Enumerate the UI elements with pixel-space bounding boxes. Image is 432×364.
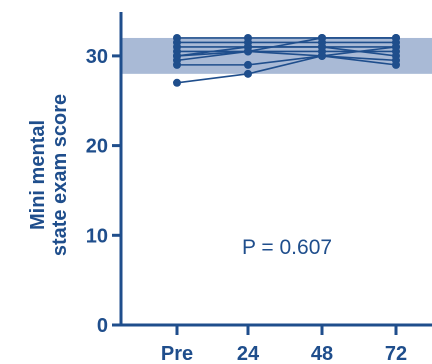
data-point — [173, 51, 181, 60]
y-tick-label: 0 — [97, 315, 108, 337]
data-point — [244, 60, 252, 69]
data-point — [173, 60, 181, 69]
series-line — [176, 46, 397, 84]
series-line — [176, 50, 397, 62]
x-ticks: Pre 24 48 72 — [161, 325, 407, 364]
data-point — [318, 33, 326, 42]
y-ticks: 0 10 20 30 — [86, 46, 121, 337]
data-point — [173, 78, 181, 87]
x-tick-label: 48 — [311, 343, 333, 364]
y-tick-label: 20 — [86, 136, 108, 158]
y-axis-label-line-2: state exam score — [49, 94, 71, 256]
x-tick-label: 24 — [237, 343, 260, 364]
reference-band — [121, 37, 432, 74]
data-point — [244, 47, 252, 56]
y-tick-label: 10 — [86, 225, 108, 247]
series-line — [177, 55, 397, 66]
series-layer — [173, 33, 400, 87]
p-value-annotation: P = 0.607 — [242, 236, 332, 259]
series-9 — [173, 33, 400, 60]
data-point — [244, 69, 252, 78]
y-axis-label-line-1: Mini mental — [27, 120, 49, 230]
y-tick-label: 30 — [86, 46, 108, 68]
data-point — [392, 33, 400, 42]
series-8 — [173, 42, 400, 87]
x-tick-label: Pre — [161, 343, 193, 364]
data-point — [318, 51, 326, 60]
x-tick-label: 72 — [385, 343, 407, 364]
series-line — [176, 37, 396, 57]
data-point — [318, 42, 326, 51]
data-point — [392, 60, 400, 69]
data-point — [392, 42, 400, 51]
